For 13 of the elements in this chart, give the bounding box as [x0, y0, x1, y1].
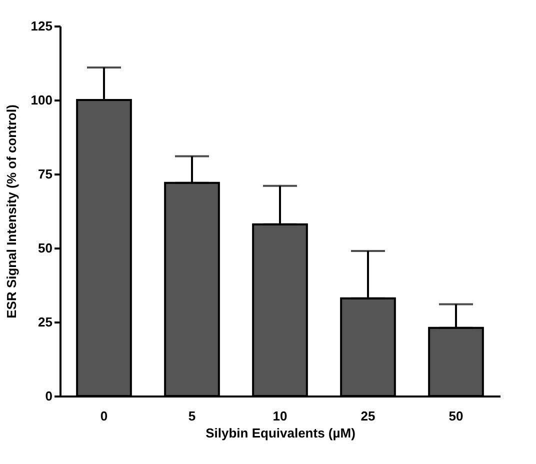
x-axis-title: Silybin Equivalents (µM): [206, 426, 356, 440]
y-tick-label: 50: [38, 240, 52, 256]
y-tick-label: 75: [38, 166, 52, 182]
x-tick-label: 5: [188, 408, 196, 424]
x-tick-label: 0: [100, 408, 108, 424]
y-tick-label: 125: [30, 18, 52, 34]
y-tick-label: 0: [45, 388, 52, 404]
x-tick-label: 25: [360, 408, 376, 424]
y-tick-label: 100: [30, 92, 52, 108]
x-tick-label: 10: [272, 408, 288, 424]
y-axis-title: ESR Signal Intensity (% of control): [4, 104, 19, 318]
y-tick-label: 25: [38, 314, 52, 330]
x-tick-label: 50: [448, 408, 464, 424]
